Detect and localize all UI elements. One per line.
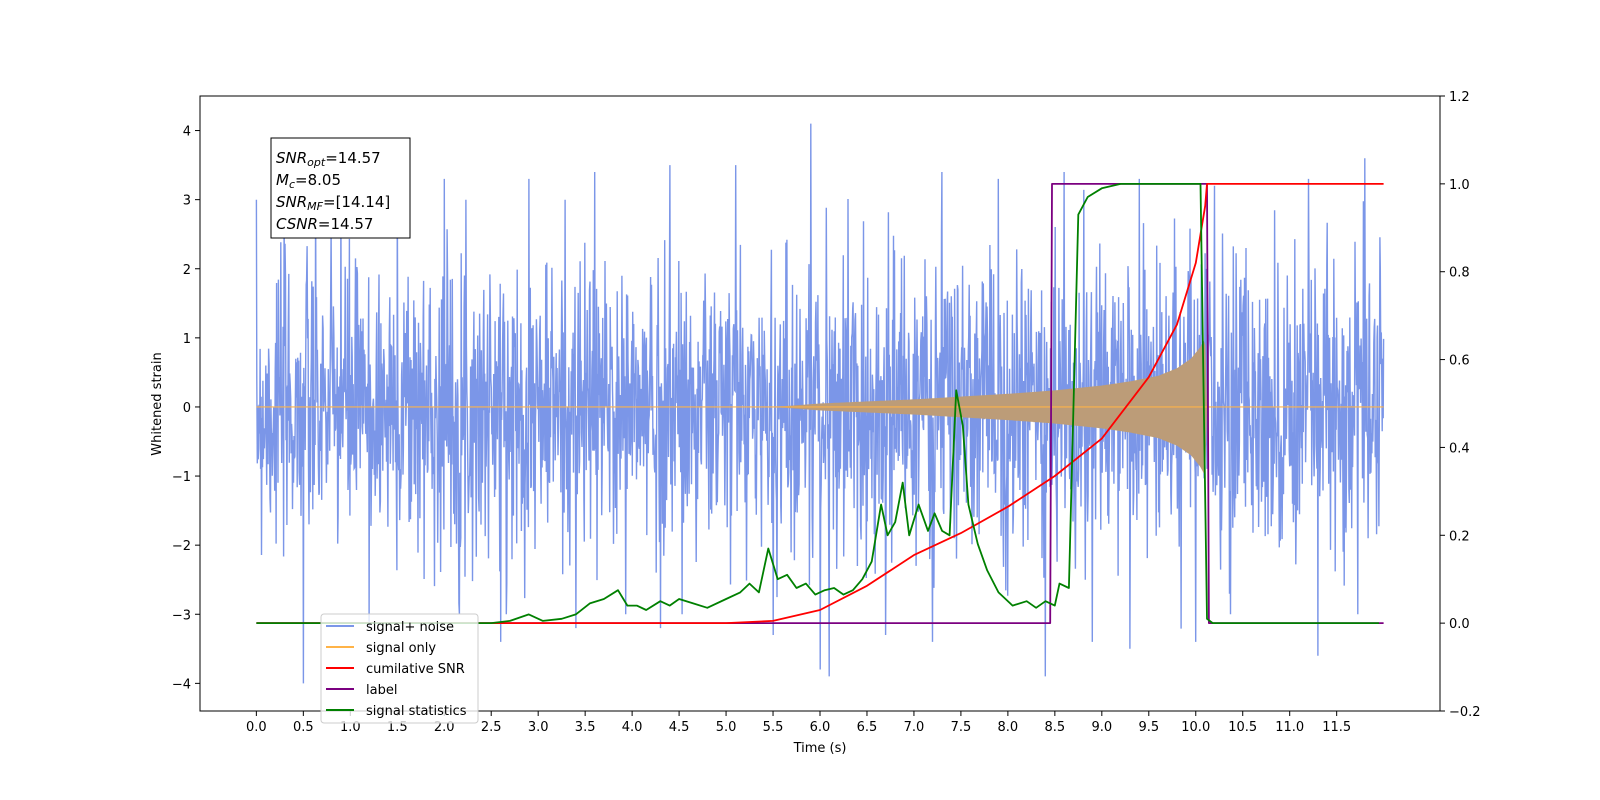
x-tick-label: 2.0 [434,720,455,735]
legend-label-cumilative-snr: cumilative SNR [366,662,465,677]
legend-label-signal-noise: signal+ noise [366,620,454,635]
y-tick-label: 1 [183,332,191,347]
y-tick-label: 4 [183,125,191,140]
y2-tick-label: 1.0 [1449,178,1470,193]
legend-frame [320,613,479,724]
x-tick-label: 7.5 [951,720,972,735]
stats-line-3: SNRMF=[14.14] [276,193,390,213]
stats-line-4: CSNR=14.57 [276,215,373,233]
stats-box-frame [270,137,411,239]
y-tick-label: −2 [172,539,191,554]
x-tick-label: 8.0 [998,720,1019,735]
plot-area [255,123,1385,684]
y2-tick-label: 0.4 [1449,441,1470,456]
y2-tick-label: −0.2 [1449,705,1481,720]
x-tick-label: 1.5 [387,720,408,735]
x-tick-label: 5.5 [763,720,784,735]
x-tick-label: 8.5 [1045,720,1066,735]
x-tick-label: 4.5 [669,720,690,735]
x-tick-label: 11.5 [1322,720,1351,735]
y2-tick-label: 0.8 [1449,266,1470,281]
x-tick-label: 0.5 [293,720,314,735]
x-tick-label: 9.5 [1138,720,1159,735]
legend: signal+ noise signal only cumilative SNR la… [320,613,479,724]
x-tick-label: 6.0 [810,720,831,735]
x-tick-label: 6.5 [857,720,878,735]
y-tick-label: 3 [183,194,191,209]
y-tick-label: −1 [172,470,191,485]
x-tick-label: 4.0 [622,720,643,735]
x-tick-label: 1.0 [340,720,361,735]
y2-tick-label: 0.6 [1449,354,1470,369]
x-tick-label: 10.0 [1181,720,1210,735]
y2-tick-label: 0.0 [1449,617,1470,632]
legend-label-signal-only: signal only [366,641,436,656]
y-axis-label: Whitened strain [150,352,165,455]
legend-label-signal-statistics: signal statistics [366,704,467,719]
y-tick-label: 2 [183,263,191,278]
x-tick-label: 10.5 [1228,720,1257,735]
y-axis-right: 1.2 1.0 0.8 0.6 0.4 0.2 0.0 −0.2 [1440,90,1481,720]
x-tick-label: 5.0 [716,720,737,735]
y2-tick-label: 1.2 [1449,90,1470,105]
stats-line-1: SNRopt=14.57 [276,149,381,169]
y-tick-label: −4 [172,677,191,692]
legend-label-label: label [366,683,397,698]
y2-tick-label: 0.2 [1449,529,1470,544]
x-tick-label: 0.0 [246,720,267,735]
x-tick-label: 7.0 [904,720,925,735]
x-axis-label: Time (s) [793,741,847,756]
x-tick-label: 11.0 [1275,720,1304,735]
stats-line-2: Mc=8.05 [276,171,341,191]
x-axis: 0.0 0.5 1.0 1.5 2.0 2.5 3.0 3.5 4.0 4.5 5.0 5.5 6.0 6… [246,711,1351,735]
y-tick-label: −3 [172,608,191,623]
y-axis-left: 4 3 2 1 0 −1 −2 −3 −4 [172,125,200,692]
x-tick-label: 2.5 [481,720,502,735]
x-tick-label: 3.5 [575,720,596,735]
y-tick-label: 0 [183,401,191,416]
series-layer [255,123,1385,684]
x-tick-label: 3.0 [528,720,549,735]
series-line-signal-noise [255,123,1385,684]
series-line-signal-statistics [256,182,1379,624]
x-tick-label: 9.0 [1091,720,1112,735]
